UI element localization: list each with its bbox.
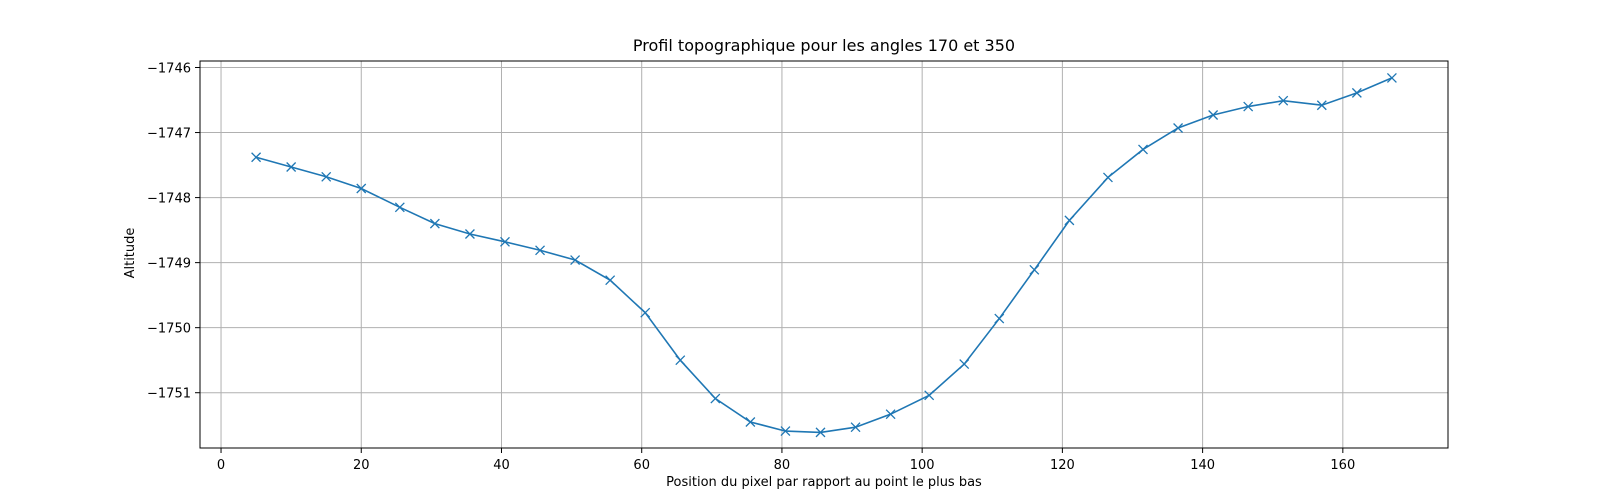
data-point-marker bbox=[605, 275, 616, 286]
data-point-marker bbox=[994, 313, 1005, 324]
data-point-marker bbox=[251, 152, 262, 163]
data-point-marker bbox=[286, 162, 297, 172]
data-point-marker bbox=[815, 427, 826, 438]
x-tick-label: 40 bbox=[493, 458, 510, 473]
data-point-marker bbox=[1351, 87, 1362, 98]
x-tick-label: 60 bbox=[633, 458, 650, 473]
data-point-marker bbox=[885, 409, 896, 420]
data-point-marker bbox=[1316, 100, 1327, 111]
y-tick-label: −1749 bbox=[147, 257, 191, 272]
data-point-marker bbox=[1173, 123, 1184, 133]
data-point-marker bbox=[675, 355, 686, 366]
data-point-marker bbox=[745, 417, 756, 427]
data-point-marker bbox=[640, 307, 651, 318]
data-point-marker bbox=[924, 390, 935, 401]
x-tick-label: 100 bbox=[910, 458, 935, 473]
y-tick-label: −1750 bbox=[147, 322, 191, 337]
x-tick-label: 0 bbox=[217, 458, 225, 473]
y-tick-label: −1751 bbox=[147, 387, 191, 402]
series-layer bbox=[251, 72, 1397, 438]
data-point-marker bbox=[850, 422, 861, 433]
x-tick-label: 140 bbox=[1190, 458, 1215, 473]
y-tick-label: −1746 bbox=[147, 62, 191, 77]
data-point-marker bbox=[535, 245, 546, 256]
data-point-marker bbox=[1103, 172, 1113, 183]
x-tick-label: 80 bbox=[774, 458, 791, 473]
data-point-marker bbox=[780, 426, 791, 437]
data-point-marker bbox=[500, 236, 510, 247]
data-point-marker bbox=[394, 202, 405, 213]
data-point-marker bbox=[1386, 72, 1397, 83]
x-tick-label: 20 bbox=[353, 458, 370, 473]
y-axis-label: Altitude bbox=[123, 228, 138, 279]
data-point-marker bbox=[464, 229, 475, 239]
data-point-marker bbox=[1064, 215, 1075, 226]
data-point-marker bbox=[356, 183, 367, 194]
data-point-marker bbox=[1029, 264, 1040, 275]
y-tick-label: −1747 bbox=[147, 127, 191, 142]
data-point-marker bbox=[570, 255, 581, 265]
y-tick-label: −1748 bbox=[147, 192, 191, 207]
data-point-marker bbox=[1243, 101, 1254, 112]
x-tick-label: 160 bbox=[1330, 458, 1355, 473]
x-axis-label: Position du pixel par rapport au point l… bbox=[666, 475, 982, 490]
data-point-marker bbox=[429, 218, 440, 229]
data-point-marker bbox=[710, 393, 721, 404]
data-point-marker bbox=[959, 359, 970, 370]
data-point-marker bbox=[1138, 144, 1148, 155]
x-tick-label: 120 bbox=[1050, 458, 1075, 473]
data-point-marker bbox=[1208, 110, 1219, 120]
data-point-marker bbox=[1278, 95, 1289, 106]
plot-frame bbox=[199, 60, 1449, 449]
grid bbox=[200, 61, 1448, 448]
chart-title: Profil topographique pour les angles 170… bbox=[633, 36, 1015, 55]
data-point-marker bbox=[321, 171, 332, 182]
series-line bbox=[255, 77, 1393, 434]
axis-ticks: 0 20 40 60 80 100 120 140 160 −1751 −1750 −1749 −174… bbox=[147, 62, 1355, 473]
